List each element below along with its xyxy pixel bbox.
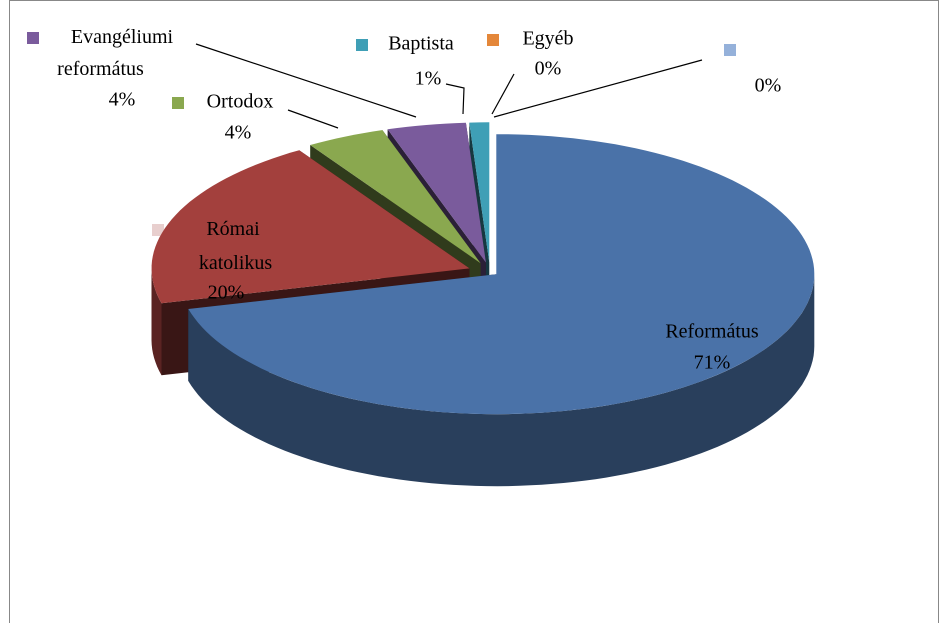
label-value: 4%: [225, 122, 252, 144]
data-label: 0%: [493, 44, 782, 118]
label-value: 1%: [415, 68, 442, 90]
slice: [188, 134, 815, 487]
label-value: 0%: [755, 75, 782, 97]
slice-top: [469, 122, 490, 263]
data-label: Ortodox 4%: [172, 91, 339, 144]
label-name: Evangéliumi református: [52, 26, 173, 80]
labels: Református 71% Római katolikus 20% Ortodox 4%…: [27, 26, 781, 374]
legend-key: [356, 39, 368, 51]
legend-key: [152, 224, 164, 236]
legend-key: [724, 44, 736, 56]
slice-wall: [151, 268, 162, 376]
data-label: Egyéb 0%: [487, 28, 574, 115]
legend-key: [27, 32, 39, 44]
legend-key: [631, 327, 643, 339]
leader-line: [491, 73, 515, 115]
chart-frame: [9, 0, 939, 623]
slice-wall: [188, 274, 815, 487]
data-label: Római katolikus 20%: [152, 218, 272, 304]
label-value: 71%: [694, 352, 731, 374]
label-name: Református: [665, 321, 759, 343]
label-name: Baptista: [388, 33, 454, 55]
leader-line: [195, 43, 417, 118]
leader-line: [287, 109, 339, 129]
label-name: Ortodox: [207, 91, 274, 113]
slice-top: [151, 150, 470, 304]
leader-line: [445, 83, 465, 115]
label-name: Római katolikus: [194, 218, 273, 274]
data-label: Baptista 1%: [356, 33, 465, 115]
slice-top: [188, 134, 815, 415]
legend-key: [172, 97, 184, 109]
label-name: Egyéb: [522, 28, 573, 50]
label-value: 0%: [535, 58, 562, 80]
legend-key: [487, 34, 499, 46]
slice-top: [387, 122, 486, 263]
slice-top: [310, 130, 481, 264]
pie: [151, 122, 815, 487]
leader-line: [493, 59, 703, 118]
data-label: Evangéliumi református 4%: [27, 26, 417, 118]
data-label: Református 71%: [631, 321, 759, 374]
label-value: 4%: [109, 89, 136, 111]
label-value: 20%: [208, 282, 245, 304]
